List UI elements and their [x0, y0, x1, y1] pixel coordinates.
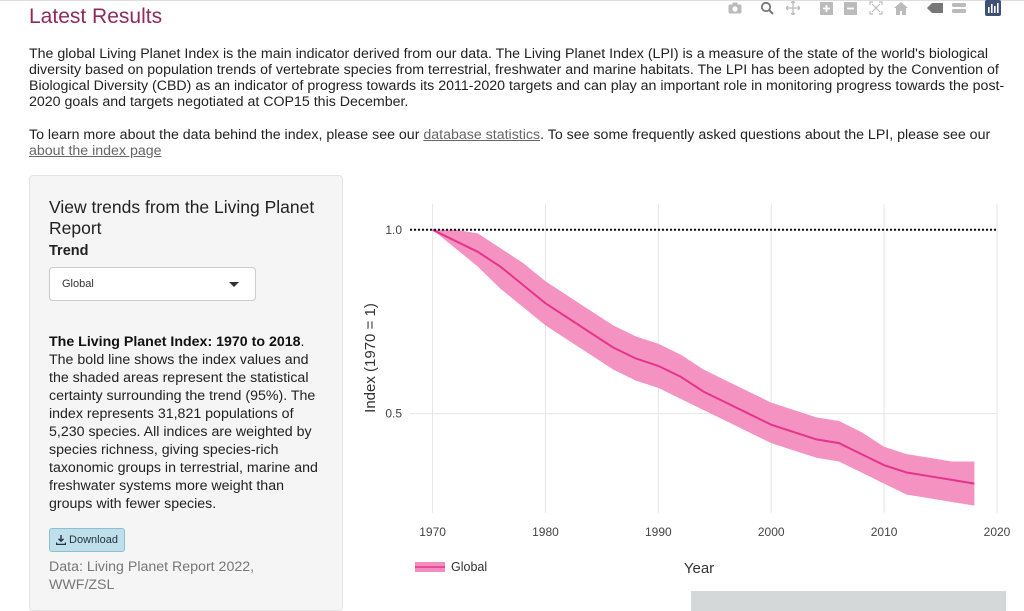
lpi-chart[interactable]: 1970 1980 1990 2000 2010 2020 0.5 1.0 Year Index…	[345, 175, 1024, 611]
plotly-logo-icon[interactable]	[985, 0, 1001, 16]
sidebar-panel: View trends from the Living Planet Repor…	[29, 175, 343, 611]
autoscale-icon[interactable]	[868, 0, 884, 16]
intro-paragraph: The global Living Planet Index is the ma…	[29, 46, 1005, 110]
learn-more-prefix: To learn more about the data behind the …	[29, 127, 424, 143]
legend-label-global[interactable]: Global	[451, 560, 487, 574]
zoom-in-icon[interactable]	[818, 0, 834, 16]
sidebar-heading: View trends from the Living Planet Repor…	[49, 197, 315, 238]
y-axis-label: Index (1970 = 1)	[362, 303, 379, 413]
chart-area[interactable]: 1970 1980 1990 2000 2010 2020 0.5 1.0 Year Index…	[345, 175, 1024, 611]
top-divider	[0, 0, 1024, 1]
series-line-global	[432, 228, 975, 485]
page-title: Latest Results	[29, 5, 163, 28]
x-tick-label: 1990	[645, 525, 672, 539]
description-body: . The bold line shows the index values a…	[49, 334, 318, 512]
footer-block	[691, 591, 1006, 611]
download-label: Download	[69, 534, 118, 546]
confidence-band	[432, 229, 975, 506]
zoom-out-icon[interactable]	[842, 0, 858, 16]
pan-icon[interactable]	[785, 0, 801, 16]
database-statistics-link[interactable]: database statistics	[423, 127, 541, 143]
x-tick-label: 1970	[419, 525, 446, 539]
download-icon	[56, 535, 67, 545]
x-axis-label: Year	[684, 560, 714, 577]
chevron-down-icon	[229, 282, 239, 287]
learn-more-middle: . To see some frequently asked questions…	[540, 127, 991, 143]
x-tick-label: 2020	[984, 525, 1011, 539]
camera-icon[interactable]	[727, 0, 743, 16]
spike-lines-icon[interactable]	[927, 0, 943, 16]
x-tick-label: 2000	[758, 525, 785, 539]
trend-select-value: Global	[62, 278, 94, 290]
trend-label: Trend	[49, 243, 89, 259]
data-source: Data: Living Planet Report 2022, WWF/ZSL	[49, 559, 255, 593]
download-button[interactable]: Download	[49, 528, 125, 552]
reset-axes-icon[interactable]	[893, 0, 909, 16]
learn-more-paragraph: To learn more about the data behind the …	[29, 127, 1009, 159]
compare-hover-icon[interactable]	[951, 0, 967, 16]
zoom-icon[interactable]	[759, 0, 775, 16]
trend-select[interactable]: Global	[49, 267, 256, 301]
y-tick-label: 1.0	[385, 223, 402, 237]
chart-description: The Living Planet Index: 1970 to 2018. T…	[49, 333, 331, 513]
about-index-link[interactable]: about the index page	[29, 143, 162, 159]
x-tick-label: 2010	[871, 525, 898, 539]
x-tick-label: 1980	[532, 525, 559, 539]
y-tick-label: 0.5	[385, 407, 402, 421]
description-title: The Living Planet Index: 1970 to 2018	[49, 334, 301, 350]
